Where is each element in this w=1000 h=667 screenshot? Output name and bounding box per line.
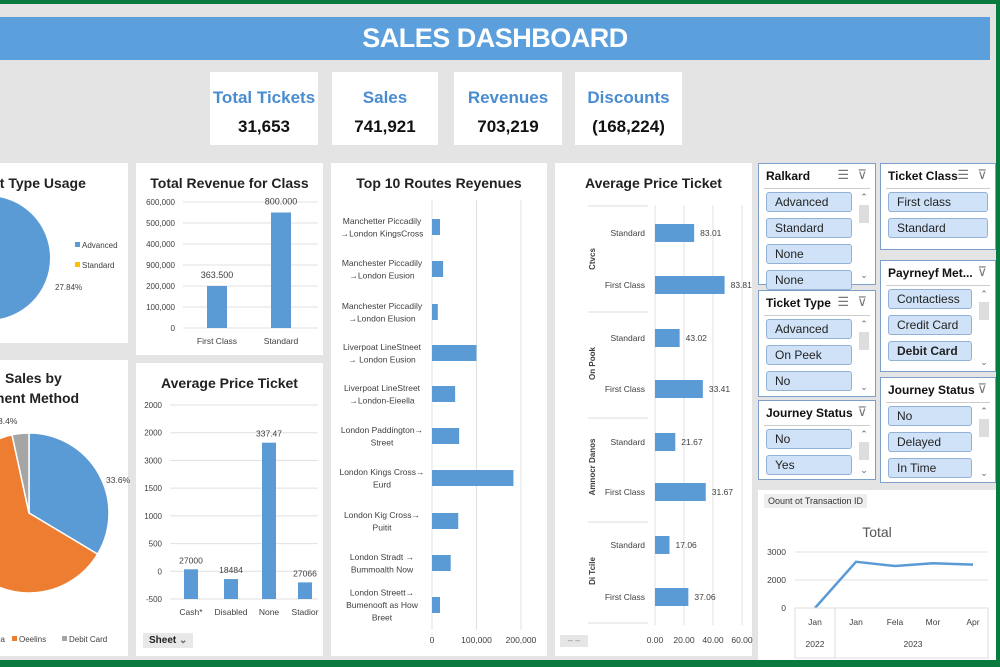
sheet-dropdown[interactable]: Sheet ⌄ [143,633,194,648]
slicer-item[interactable]: None [766,244,852,264]
clear-filter-icon[interactable]: ⊽ [857,167,867,182]
kpi-label: Discounts [587,88,670,107]
chart-title: Average Price Ticket [161,375,298,391]
slicer-item[interactable]: Standard [888,218,988,238]
clear-filter-icon[interactable]: ⊽ [977,381,987,396]
divider [886,402,990,403]
scroll-down-icon[interactable]: ⌄ [860,382,868,392]
scroll-down-icon[interactable]: ⌄ [860,465,868,475]
avg-price-bar-panel[interactable]: Average Price Ticket – – [555,163,752,656]
slicer-item[interactable]: In Time [888,458,972,478]
slicer-scrollbar[interactable]: ⌃ [978,289,990,322]
slicer-item[interactable]: Advanced [766,319,852,339]
ticket-type-usage-panel[interactable]: et Type Usage [0,163,128,343]
kpi-value: (168,224) [592,117,665,136]
kpi-label: Revenues [467,88,549,107]
slicer-item[interactable]: Delayed [888,432,972,452]
slicer-scrollbar[interactable]: ⌃ [858,429,870,462]
dashboard-title: SALES DASHBOARD [0,17,990,60]
slicer-title: Payrneyf Met... [888,266,973,280]
divider [764,188,870,189]
kpi-revenues: Revenues 703,219 [454,72,562,145]
chart-title-line2: ment Method [0,390,80,406]
kpi-total-tickets: Total Tickets 31,653 [210,72,318,145]
avg-price-column-panel[interactable]: Average Price Ticket Sheet ⌄ [136,363,323,656]
slicer-title: Journey Status [766,406,853,420]
slicer-scrollbar[interactable]: ⌃ [858,192,870,225]
kpi-label: Sales [362,88,408,107]
slicer-item[interactable]: No [766,429,852,449]
zoom-control[interactable]: – – [560,635,588,647]
slicer-item[interactable]: No [766,371,852,391]
scroll-thumb[interactable] [979,302,989,320]
divider [764,425,870,426]
scroll-up-icon[interactable]: ⌃ [980,406,988,416]
scroll-down-icon[interactable]: ⌄ [980,357,988,367]
kpi-value: 741,921 [354,117,416,136]
clear-filter-icon[interactable]: ⊽ [977,167,987,182]
slicer-item[interactable]: Contactiess [888,289,972,309]
divider [886,188,990,189]
field-button[interactable]: Oount ot Transaction ID [764,494,868,508]
slicer-item[interactable]: Standard [766,218,852,238]
scroll-thumb[interactable] [859,205,869,223]
chart-title: Top 10 Routes Reyenues [356,175,522,191]
chart-title: Total [862,524,892,540]
scroll-up-icon[interactable]: ⌃ [860,429,868,439]
kpi-discounts: Discounts (168,224) [575,72,682,145]
slicer-item[interactable]: Debit Card [888,341,972,361]
chart-title: Average Price Ticket [585,175,722,191]
slicer-item[interactable]: Yes [766,455,852,475]
kpi-value: 31,653 [238,117,290,136]
slicer-item[interactable]: Credit Card [888,315,972,335]
slicer-journey-status: Journey Status ⊽ No Yes ⌃ ⌄ [758,400,876,480]
chart-title: Sales by [5,370,62,386]
slicer-item[interactable]: On Peek [766,345,852,365]
slicer-journey-status: Journey Status ⊽ No Delayed In Time ⌃ ⌄ [880,377,996,483]
scroll-down-icon[interactable]: ⌄ [980,468,988,478]
scroll-thumb[interactable] [979,419,989,437]
slicer-title: Journey Status [888,383,975,397]
slicer-scrollbar[interactable]: ⌃ [858,319,870,352]
scroll-up-icon[interactable]: ⌃ [980,289,988,299]
slicer-item[interactable]: No [888,406,972,426]
divider [764,315,870,316]
dashboard-canvas: SALES DASHBOARD Total Tickets 31,653 Sale… [0,4,996,660]
kpi-sales: Sales 741,921 [332,72,438,145]
revenue-by-class-panel[interactable]: Total Revenue for Class [136,163,323,355]
clear-filter-icon[interactable]: ⊽ [977,264,987,279]
slicer-ticket-class: Ticket Class ☰ ⊽ First class Standard [880,163,996,250]
slicer-payrneyf-met-: Payrneyf Met... ⊽ Contactiess Credit Card De… [880,260,996,372]
slicer-title: Ticket Type [766,296,831,310]
multi-select-icon[interactable]: ☰ [837,167,849,182]
kpi-value: 703,219 [477,117,539,136]
clear-filter-icon[interactable]: ⊽ [857,404,867,419]
sales-by-payment-panel[interactable]: Sales by ment Method [0,360,128,656]
transactions-line-panel[interactable]: Oount ot Transaction ID Total [758,490,996,660]
scroll-up-icon[interactable]: ⌃ [860,192,868,202]
slicer-scrollbar[interactable]: ⌃ [978,406,990,439]
multi-select-icon[interactable]: ☰ [837,294,849,309]
multi-select-icon[interactable]: ☰ [957,167,969,182]
kpi-label: Total Tickets [212,88,316,107]
chart-title: et Type Usage [0,175,86,191]
divider [886,285,990,286]
slicer-item[interactable]: First class [888,192,988,212]
slicer-title: Ralkard [766,169,811,183]
slicer-ralkard: Ralkard ☰ ⊽ Advanced Standard None None ⌃ ⌄ [758,163,876,290]
scroll-thumb[interactable] [859,332,869,350]
scroll-down-icon[interactable]: ⌄ [860,270,868,280]
slicer-item[interactable]: Advanced [766,192,852,212]
chart-title: Total Revenue for Class [150,175,309,191]
slicer-ticket-type: Ticket Type ☰ ⊽ Advanced On Peek No ⌃ ⌄ [758,290,876,397]
chevron-down-icon: ⌄ [179,635,188,646]
clear-filter-icon[interactable]: ⊽ [857,294,867,309]
slicer-title: Ticket Class [888,169,958,183]
scroll-thumb[interactable] [859,442,869,460]
top-routes-panel[interactable]: Top 10 Routes Reyenues [331,163,547,656]
scroll-up-icon[interactable]: ⌃ [860,319,868,329]
slicer-item[interactable]: None [766,270,852,290]
sheet-label: Sheet [149,635,177,646]
